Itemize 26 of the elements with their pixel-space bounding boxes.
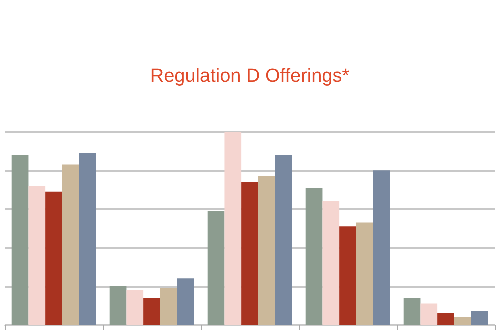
bar [224, 132, 242, 325]
chart-title: Regulation D Offerings* [150, 66, 350, 87]
bar [373, 170, 390, 325]
bar [62, 164, 80, 325]
bar [454, 317, 472, 325]
bar [322, 201, 340, 325]
bar [28, 186, 46, 325]
bar [46, 192, 62, 325]
bar [177, 278, 194, 325]
bar [12, 155, 29, 325]
bar [126, 290, 144, 325]
bar [208, 211, 225, 325]
bar [438, 313, 454, 325]
bar [471, 311, 488, 325]
bar [356, 222, 374, 325]
bar [306, 188, 323, 325]
bar [258, 176, 276, 325]
bar [420, 304, 438, 325]
bar [404, 298, 421, 325]
bar [110, 286, 127, 325]
bar [160, 288, 178, 325]
bar [79, 153, 96, 325]
bar [340, 226, 356, 325]
bar [242, 182, 258, 325]
bar [275, 155, 292, 325]
bar [144, 298, 160, 325]
